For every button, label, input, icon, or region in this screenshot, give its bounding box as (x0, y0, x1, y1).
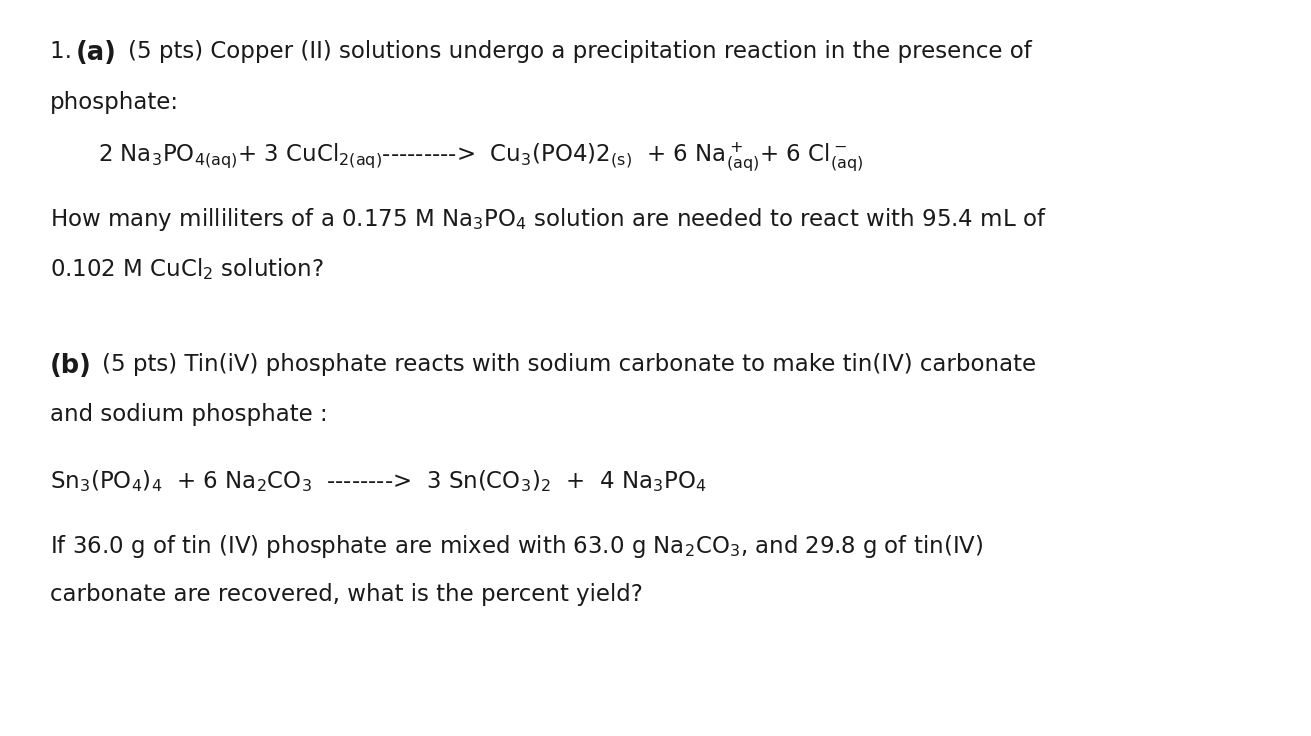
Text: How many milliliters of a 0.175 M Na$_3$PO$_4$ solution are needed to react with: How many milliliters of a 0.175 M Na$_3$… (50, 206, 1046, 233)
Text: 1.: 1. (50, 40, 79, 63)
Text: 2 Na$_3$PO$_{4\mathregular{(aq)}}$+ 3 CuCl$_{2\mathregular{(aq)}}$--------->  Cu: 2 Na$_3$PO$_{4\mathregular{(aq)}}$+ 3 Cu… (98, 141, 864, 173)
Text: carbonate are recovered, what is the percent yield?: carbonate are recovered, what is the per… (50, 583, 642, 606)
Text: (5 pts) Tin(iV) phosphate reacts with sodium carbonate to make tin(IV) carbonate: (5 pts) Tin(iV) phosphate reacts with so… (102, 353, 1037, 376)
Text: phosphate:: phosphate: (50, 91, 178, 113)
Text: Sn$_3$(PO$_4$)$_4$  + 6 Na$_2$CO$_3$  -------->  3 Sn(CO$_3$)$_2$  +  4 Na$_3$PO: Sn$_3$(PO$_4$)$_4$ + 6 Na$_2$CO$_3$ ----… (50, 468, 707, 494)
Text: and sodium phosphate :: and sodium phosphate : (50, 403, 328, 426)
Text: (5 pts) Copper (II) solutions undergo a precipitation reaction in the presence o: (5 pts) Copper (II) solutions undergo a … (128, 40, 1032, 63)
Text: 0.102 M CuCl$_2$ solution?: 0.102 M CuCl$_2$ solution? (50, 256, 324, 282)
Text: If 36.0 g of tin (IV) phosphate are mixed with 63.0 g Na$_2$CO$_3$, and 29.8 g o: If 36.0 g of tin (IV) phosphate are mixe… (50, 533, 983, 560)
Text: (b): (b) (50, 353, 92, 379)
Text: (a): (a) (76, 40, 117, 66)
